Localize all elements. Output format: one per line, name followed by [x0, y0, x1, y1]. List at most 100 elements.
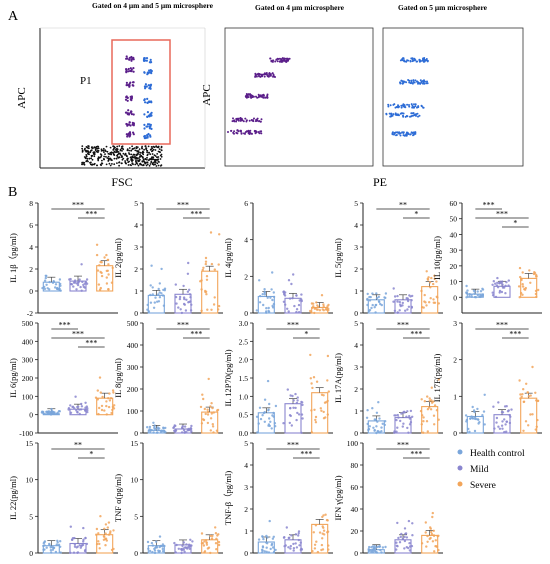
data-point [290, 424, 293, 427]
data-point [205, 275, 209, 278]
data-point [433, 274, 436, 277]
event-dot [85, 160, 88, 163]
event-dot [141, 151, 144, 154]
event-dot [125, 68, 128, 71]
data-point [272, 295, 276, 299]
event-dot [145, 164, 148, 167]
data-point [70, 538, 74, 541]
data-point [403, 539, 407, 543]
data-point [365, 416, 369, 419]
event-dot [396, 113, 399, 116]
data-point [59, 289, 62, 292]
event-dot [411, 106, 414, 109]
data-point [432, 282, 435, 286]
data-point [270, 542, 274, 546]
y-tick-label: 1.0 [239, 392, 249, 401]
event-dot [420, 60, 422, 62]
data-point [159, 544, 163, 548]
event-dot [95, 147, 97, 150]
data-point [423, 400, 426, 403]
data-point [496, 276, 499, 280]
event-dot [105, 145, 108, 148]
data-point [111, 408, 114, 412]
event-dot [130, 164, 133, 167]
data-point [326, 305, 329, 308]
data-point [287, 279, 291, 282]
data-point [295, 418, 298, 422]
data-point [107, 288, 110, 291]
event-dot [160, 149, 163, 152]
event-dot [95, 145, 98, 148]
data-point [410, 544, 414, 548]
data-point [501, 427, 504, 430]
data-point [178, 295, 182, 299]
data-point [180, 431, 184, 434]
sig-label: *** [72, 201, 84, 210]
event-dot [150, 72, 153, 75]
event-dot [127, 109, 130, 112]
data-point [274, 404, 278, 408]
event-dot [93, 153, 95, 156]
y-tick-label: 50 [450, 215, 458, 224]
data-point [59, 551, 62, 554]
event-dot [271, 72, 274, 75]
data-point [201, 393, 204, 396]
data-point [76, 410, 79, 414]
event-dot [408, 105, 411, 108]
event-dot [146, 163, 149, 166]
data-point [104, 532, 107, 535]
event-dot [82, 161, 84, 164]
y-axis-label: IL 17A(pg/ml) [333, 353, 343, 403]
data-point [260, 548, 264, 551]
data-point [262, 303, 265, 307]
data-point [326, 399, 329, 403]
data-point [426, 408, 430, 411]
data-point [393, 430, 396, 433]
pe-4um-events [227, 57, 291, 135]
event-dot [105, 163, 108, 166]
data-point [265, 311, 268, 314]
data-point [494, 282, 497, 285]
data-point [112, 407, 116, 410]
data-point [295, 546, 299, 549]
data-point [209, 417, 213, 420]
data-point [190, 544, 193, 547]
event-dot [87, 151, 90, 154]
y-tick-label: 5 [244, 439, 248, 448]
data-point [467, 427, 470, 431]
data-point [151, 544, 155, 547]
event-dot [419, 79, 422, 82]
data-point [96, 269, 100, 272]
data-point [373, 418, 376, 421]
event-dot [412, 114, 415, 117]
data-point [255, 309, 258, 312]
event-dot [131, 148, 134, 151]
event-dot [422, 57, 425, 60]
event-dot [227, 131, 229, 133]
data-point [59, 282, 62, 286]
data-point [501, 420, 504, 423]
data-point [435, 545, 438, 548]
data-point [47, 410, 51, 413]
data-point [300, 400, 303, 404]
data-point [282, 300, 286, 303]
data-point [289, 394, 292, 397]
event-dot [118, 161, 120, 164]
data-point [58, 287, 61, 290]
data-point [378, 300, 381, 304]
data-point [161, 294, 165, 297]
legend-severe: Severe [470, 481, 496, 491]
data-point [161, 543, 165, 546]
event-dot [138, 148, 141, 151]
data-point [478, 421, 481, 424]
data-point [155, 431, 159, 434]
data-point [437, 534, 440, 537]
data-point [70, 283, 74, 286]
event-dot [286, 57, 289, 60]
event-dot [128, 153, 131, 156]
event-dot [149, 123, 152, 126]
event-dot [149, 58, 152, 62]
data-point [95, 542, 99, 546]
sig-label: ** [74, 441, 82, 450]
data-point [398, 541, 402, 544]
